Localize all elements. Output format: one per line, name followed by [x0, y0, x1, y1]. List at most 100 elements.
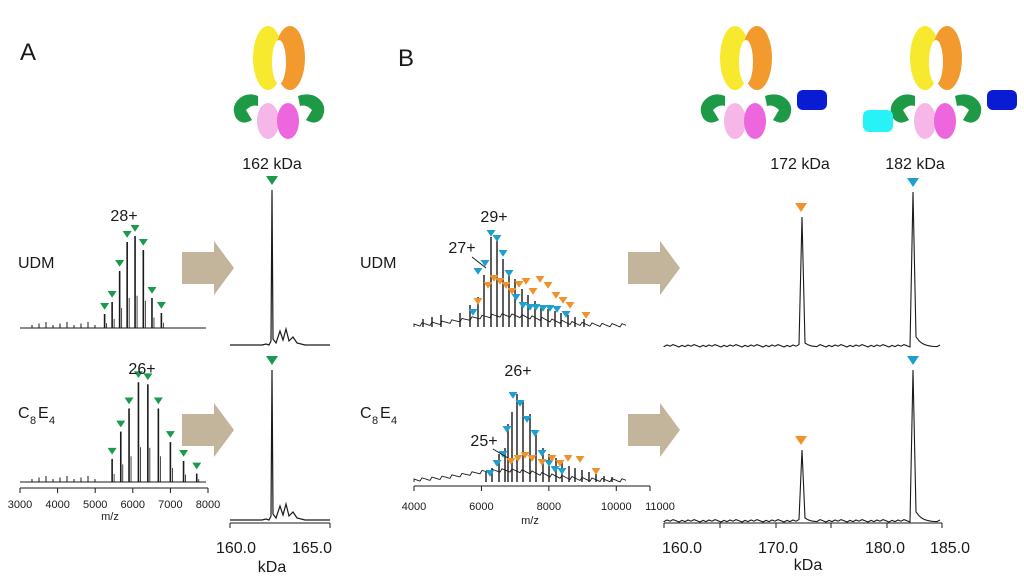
peak-marker-icon — [107, 291, 117, 298]
peak-marker-icon — [495, 278, 505, 285]
pointer-line — [471, 256, 487, 269]
peak-marker-icon — [501, 282, 511, 289]
baseline — [413, 468, 627, 483]
tick-label: 6000 — [469, 501, 493, 513]
peak-marker-icon — [530, 430, 540, 437]
peak-marker-icon — [591, 468, 601, 475]
peak-marker-icon — [266, 176, 278, 185]
tick-label-160-b: 160.0 — [662, 540, 702, 557]
baseline — [413, 313, 627, 328]
tick-label: 8000 — [196, 499, 220, 511]
peak-marker-icon — [555, 460, 565, 467]
peak-marker-icon — [122, 231, 132, 238]
peak-marker-icon — [133, 371, 143, 378]
tick-label-185-b: 185.0 — [930, 540, 970, 557]
peak-marker-icon — [138, 239, 148, 246]
svg-text:C: C — [360, 405, 372, 422]
peak-marker-icon — [156, 302, 166, 309]
peak-marker-icon — [130, 225, 140, 232]
peak-marker-icon — [511, 294, 521, 301]
peak-marker-icon — [528, 288, 538, 295]
peak-marker-icon — [115, 260, 125, 267]
peak-marker-icon — [473, 298, 483, 305]
peak-marker-icon — [513, 455, 523, 462]
peak-marker-icon — [124, 397, 134, 405]
peak-marker-icon — [563, 455, 573, 462]
peak-marker-icon — [514, 281, 524, 288]
peak-marker-icon — [561, 311, 571, 318]
peak-marker-icon — [557, 468, 567, 475]
tick-label: 7000 — [158, 499, 182, 511]
tick-label: 4000 — [45, 499, 69, 511]
peak-marker-icon — [581, 312, 591, 319]
mass-label-162: 162 kDa — [242, 156, 302, 173]
peak-marker-icon — [525, 304, 535, 311]
kda-axis-label-a: kDa — [258, 559, 287, 576]
peak-marker-icon — [266, 356, 278, 365]
peak-marker-icon — [508, 392, 518, 399]
svg-text:E: E — [380, 405, 391, 422]
deconvolution-a — [230, 176, 330, 521]
tick-label: 11000 — [645, 501, 675, 513]
peak-marker-icon — [531, 304, 541, 311]
peak-marker-icon — [179, 450, 189, 457]
peak-marker-icon — [480, 260, 490, 267]
deconvolved-trace — [230, 369, 330, 521]
peak-marker-icon — [544, 460, 554, 467]
deconvolution-b — [663, 178, 941, 523]
panel-b-label: B — [398, 45, 414, 72]
peak-marker-icon — [537, 459, 547, 466]
charge-label-29: 29+ — [480, 209, 507, 226]
peak-marker-icon — [552, 306, 562, 313]
peak-marker-icon — [504, 270, 514, 277]
peak-marker-icon — [795, 203, 807, 212]
peak-marker-icon — [547, 455, 557, 462]
tick-label-165-a: 165.0 — [292, 540, 332, 557]
peak-marker-icon — [907, 178, 919, 187]
peak-marker-icon — [468, 309, 478, 316]
svg-text:E: E — [38, 405, 49, 422]
row-label-udm-b: UDM — [360, 255, 396, 272]
charge-label-26-b: 26+ — [504, 363, 531, 380]
peak-marker-icon — [502, 426, 512, 433]
peak-marker-icon — [506, 458, 516, 465]
peak-marker-icon — [907, 356, 919, 365]
peak-marker-icon — [543, 282, 553, 289]
mass-label-182: 182 kDa — [885, 156, 945, 173]
deconvolved-trace — [663, 191, 941, 348]
antibody-icon-b1 — [700, 26, 827, 139]
tick-label-160-a: 160.0 — [216, 540, 256, 557]
row-label-udm-a: UDM — [18, 255, 54, 272]
arrow-right-icon — [182, 241, 234, 295]
tick-label: 5000 — [83, 499, 107, 511]
peak-marker-icon — [795, 436, 807, 445]
peak-marker-icon — [545, 305, 555, 312]
peak-marker-icon — [492, 235, 502, 242]
peak-marker-icon — [143, 373, 153, 381]
antibody-icon-a — [233, 26, 325, 139]
peak-marker-icon — [192, 462, 202, 470]
peak-marker-icon — [165, 431, 175, 438]
peak-marker-icon — [522, 416, 532, 423]
peak-marker-icon — [521, 278, 531, 285]
peak-marker-icon — [489, 275, 499, 282]
arrow-right-icon — [628, 403, 680, 457]
kda-axis-a: 160.0 165.0 kDa — [216, 522, 332, 576]
ms-spectrum-b — [413, 230, 627, 483]
charge-label-28: 28+ — [110, 208, 137, 225]
peak-marker-icon — [147, 287, 157, 294]
peak-marker-icon — [498, 451, 508, 458]
arrow-right-icon — [182, 403, 234, 457]
peak-marker-icon — [527, 455, 537, 462]
row-label-c8e4-a: C 8 E 4 — [18, 405, 55, 427]
peak-marker-icon — [565, 302, 575, 309]
tick-label: 8000 — [537, 501, 561, 513]
svg-text:8: 8 — [30, 415, 36, 427]
arrow-right-icon — [628, 241, 680, 295]
peak-marker-icon — [520, 452, 530, 459]
peak-marker-icon — [107, 447, 117, 455]
deconvolved-trace — [230, 189, 330, 346]
peak-marker-icon — [483, 282, 493, 289]
pointer-line — [492, 448, 509, 459]
mass-label-172: 172 kDa — [770, 156, 830, 173]
